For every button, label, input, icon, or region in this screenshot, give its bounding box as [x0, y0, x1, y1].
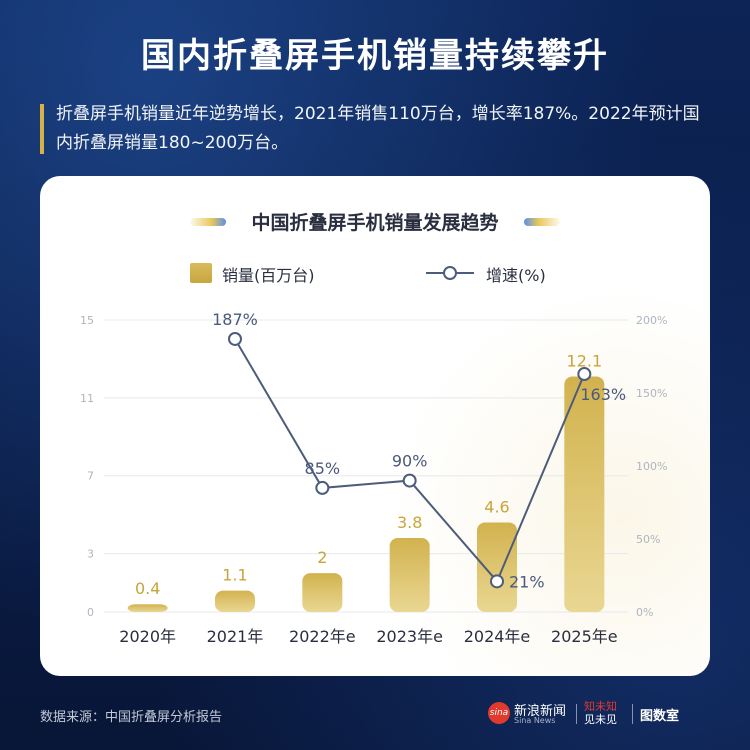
bar: [215, 590, 255, 612]
bar: [477, 522, 517, 612]
left-tick-label: 0: [87, 606, 94, 619]
growth-point: [315, 480, 330, 495]
logo-divider: [632, 704, 633, 724]
legend-bar-swatch: [190, 263, 212, 283]
bar-value-label: 3.8: [397, 513, 422, 532]
tushu-logo: 图数室: [640, 709, 680, 724]
zhi-weizhi-logo: 知未知 见未见: [584, 700, 624, 726]
bar-value-label: 0.4: [135, 579, 160, 598]
right-tick-label: 0%: [636, 606, 653, 619]
growth-point: [577, 367, 592, 382]
intro-text: 折叠屏手机销量近年逆势增长，2021年销售110万台，增长率187%。2022年…: [56, 104, 700, 153]
chart-title: 中国折叠屏手机销量发展趋势: [251, 212, 499, 234]
data-source: 数据来源：中国折叠屏分析报告: [40, 710, 223, 725]
chart-card: 中国折叠屏手机销量发展趋势 销量(百万台) 增速(%) 0 3 7 11 15 0% 50%…: [40, 176, 710, 676]
bar-value-label: 1.1: [222, 566, 247, 585]
right-tick-label: 50%: [636, 533, 660, 546]
zhi-line1: 知未知: [584, 700, 617, 713]
page-title: 国内折叠屏手机销量持续攀升: [141, 36, 609, 76]
bar-value-label: 12.1: [567, 351, 603, 370]
left-tick-label: 3: [87, 548, 94, 561]
bar: [389, 538, 430, 612]
left-tick-label: 15: [80, 314, 94, 327]
zhi-line2: 见未见: [584, 713, 617, 726]
legend-line-dot: [443, 266, 457, 280]
right-tick-label: 150%: [636, 387, 667, 400]
left-tick-label: 7: [87, 470, 94, 483]
sina-news-en-label: Sina News: [514, 716, 556, 725]
growth-value-label: 187%: [212, 310, 258, 329]
x-tick-label: 2021年: [207, 627, 264, 646]
bar: [302, 573, 343, 612]
right-tick-label: 100%: [636, 460, 667, 473]
bar: [127, 604, 168, 612]
bar-value-label: 2: [317, 548, 327, 567]
bar-value-label: 4.6: [484, 497, 509, 516]
legend: 销量(百万台) 增速(%): [190, 260, 610, 286]
x-tick-label: 2022年e: [289, 627, 356, 646]
growth-value-label: 163%: [580, 385, 626, 404]
title-decoration-right: [524, 218, 560, 226]
bar: [564, 376, 605, 612]
legend-bar-label: 销量(百万台): [222, 266, 315, 285]
x-tick-label: 2020年: [119, 627, 176, 646]
left-tick-label: 11: [80, 392, 94, 405]
growth-point: [228, 331, 242, 346]
growth-value-label: 21%: [509, 572, 545, 591]
x-tick-label: 2024年e: [464, 627, 531, 646]
growth-point: [402, 473, 417, 488]
growth-value-label: 85%: [305, 459, 341, 478]
growth-point: [490, 574, 504, 589]
sina-logo-icon: sina: [488, 702, 510, 724]
intro-accent-bar: [40, 104, 44, 154]
sina-news-label: 新浪新闻: [514, 704, 567, 719]
x-tick-label: 2025年e: [551, 627, 618, 646]
x-tick-label: 2023年e: [376, 627, 443, 646]
title-decoration-left: [190, 218, 226, 226]
right-tick-label: 200%: [636, 314, 667, 327]
growth-value-label: 90%: [392, 452, 428, 471]
logo-divider: [576, 704, 577, 724]
legend-line-label: 增速(%): [486, 266, 546, 285]
